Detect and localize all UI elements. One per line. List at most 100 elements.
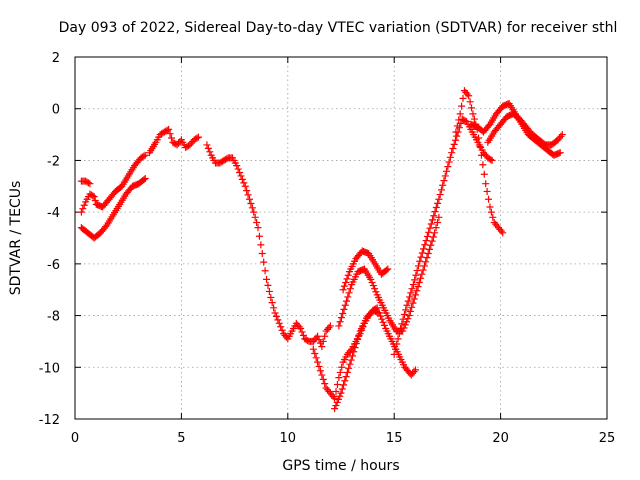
data-point bbox=[336, 318, 344, 326]
data-point bbox=[236, 168, 244, 176]
data-point bbox=[453, 122, 461, 130]
data-point bbox=[427, 220, 435, 228]
data-point bbox=[556, 149, 564, 157]
data-point bbox=[377, 312, 385, 320]
data-point bbox=[431, 229, 439, 237]
data-point bbox=[449, 145, 457, 153]
data-point bbox=[408, 285, 416, 293]
data-point bbox=[380, 321, 388, 329]
data-point bbox=[338, 363, 346, 371]
data-point bbox=[203, 141, 211, 149]
data-point bbox=[335, 322, 343, 330]
data-point bbox=[429, 233, 437, 241]
data-point bbox=[343, 297, 351, 305]
data-point bbox=[318, 371, 326, 379]
data-point bbox=[334, 395, 342, 403]
data-point bbox=[245, 195, 253, 203]
data-point bbox=[485, 195, 493, 203]
data-point bbox=[422, 237, 430, 245]
data-point bbox=[258, 250, 266, 258]
data-point bbox=[557, 132, 565, 140]
data-point bbox=[321, 380, 329, 388]
data-point bbox=[435, 195, 443, 203]
data-point bbox=[342, 373, 350, 381]
data-point bbox=[415, 278, 423, 286]
data-point bbox=[390, 350, 398, 358]
data-point bbox=[439, 181, 447, 189]
data-point bbox=[297, 325, 305, 332]
data-point bbox=[402, 306, 410, 314]
data-point bbox=[309, 345, 317, 353]
data-point bbox=[355, 331, 363, 339]
data-point bbox=[248, 204, 256, 212]
data-point bbox=[418, 249, 426, 257]
data-point bbox=[411, 366, 419, 374]
series-track-f bbox=[309, 304, 381, 402]
data-point bbox=[166, 130, 174, 138]
series-track-a bbox=[77, 151, 149, 216]
data-point bbox=[340, 305, 348, 313]
data-point bbox=[347, 356, 355, 364]
data-point bbox=[254, 224, 262, 232]
data-point bbox=[350, 348, 358, 356]
data-point bbox=[90, 193, 98, 201]
data-point bbox=[346, 285, 354, 293]
data-point bbox=[383, 266, 391, 274]
data-point bbox=[431, 208, 439, 216]
data-point bbox=[417, 274, 425, 282]
data-point bbox=[409, 299, 417, 307]
data-point bbox=[469, 110, 477, 118]
data-point bbox=[264, 281, 272, 289]
data-point bbox=[426, 245, 434, 253]
data-point bbox=[243, 187, 251, 195]
data-point bbox=[428, 237, 436, 245]
data-point bbox=[499, 229, 507, 237]
data-point bbox=[333, 398, 341, 406]
data-point bbox=[450, 140, 458, 148]
data-point bbox=[429, 216, 437, 224]
data-point bbox=[487, 208, 495, 216]
data-point bbox=[452, 128, 460, 136]
data-point bbox=[261, 267, 269, 275]
data-point bbox=[326, 322, 334, 330]
data-point bbox=[410, 295, 418, 303]
data-point bbox=[339, 286, 347, 294]
data-point bbox=[272, 312, 280, 320]
data-point bbox=[417, 253, 425, 261]
data-point bbox=[414, 283, 422, 291]
data-point bbox=[339, 310, 347, 318]
x-tick-label: 20 bbox=[492, 431, 509, 446]
data-point bbox=[141, 151, 149, 159]
data-point bbox=[434, 199, 442, 207]
data-point bbox=[405, 312, 413, 320]
data-point bbox=[315, 362, 323, 370]
data-point bbox=[422, 258, 430, 266]
data-point bbox=[346, 347, 354, 355]
data-point bbox=[234, 165, 242, 173]
x-tick-label: 0 bbox=[71, 431, 79, 446]
data-point bbox=[321, 332, 329, 340]
data-point bbox=[369, 282, 377, 290]
data-point bbox=[425, 228, 433, 236]
data-point bbox=[84, 179, 92, 187]
data-point bbox=[348, 352, 356, 360]
data-point bbox=[316, 367, 324, 375]
data-point bbox=[451, 136, 459, 144]
data-point bbox=[482, 180, 490, 188]
data-point bbox=[424, 250, 432, 258]
data-point bbox=[486, 203, 494, 211]
data-point bbox=[251, 213, 259, 221]
data-point bbox=[485, 122, 493, 130]
data-point bbox=[80, 201, 88, 209]
x-tick-label: 5 bbox=[177, 431, 185, 446]
data-point bbox=[250, 208, 258, 216]
data-point bbox=[319, 375, 327, 383]
data-point bbox=[413, 267, 421, 275]
data-point bbox=[409, 281, 417, 289]
data-point bbox=[255, 232, 263, 240]
series-track-h bbox=[335, 213, 443, 335]
data-point bbox=[423, 254, 431, 262]
axis-ticks bbox=[74, 56, 608, 420]
data-point bbox=[193, 134, 201, 142]
